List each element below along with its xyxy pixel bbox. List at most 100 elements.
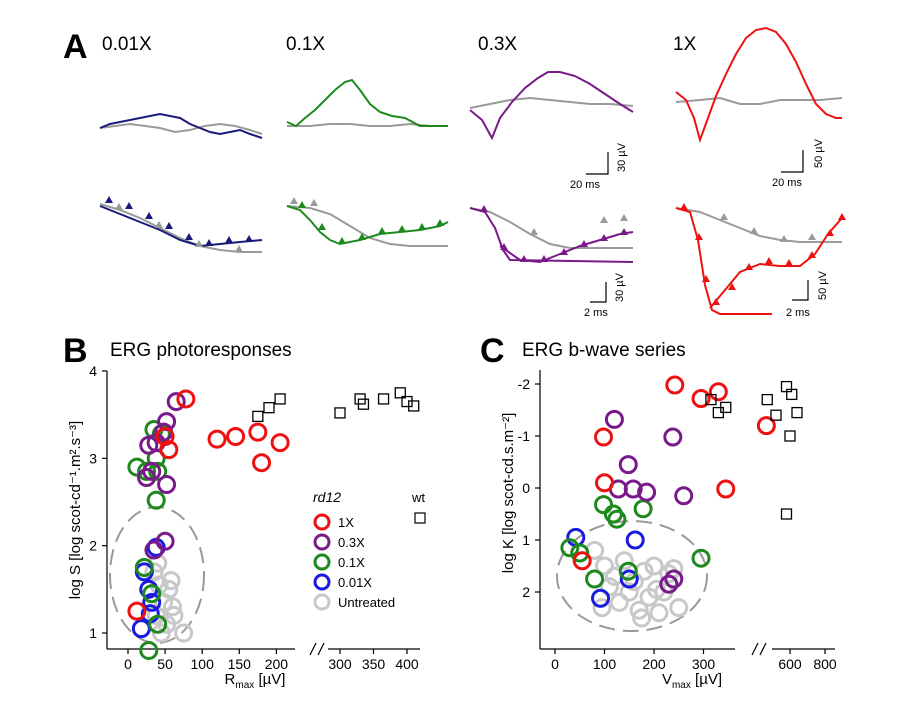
panel-b-title: ERG photoresponses — [110, 340, 292, 361]
c-point-03x — [618, 455, 638, 475]
c-point-untreated — [632, 608, 652, 628]
b-point-wt — [377, 393, 390, 405]
b-point-03x — [137, 468, 157, 488]
legend-marker-001x — [313, 573, 331, 591]
c-point-wt — [720, 401, 732, 414]
b-axis-break — [309, 642, 325, 656]
panel-c-xlabel: Vmax [µV] — [662, 671, 722, 691]
c-point-untreated — [595, 556, 614, 576]
panel-b-ylabel: log S [log scot-cd⁻¹.m².s⁻³] — [67, 421, 84, 599]
b-point-01x — [134, 558, 154, 577]
b-point-wt — [274, 393, 286, 405]
b-point-wt — [334, 407, 346, 419]
c-point-1x — [691, 389, 711, 409]
b-y-tick-label: 3 — [89, 450, 97, 466]
dose-label-03x: 0.3X — [478, 34, 517, 55]
b-x-tick-label: 100 — [191, 656, 215, 672]
legend-group-label: rd12 — [313, 489, 341, 505]
c-point-untreated — [649, 603, 669, 623]
b-point-untreated — [163, 597, 183, 617]
c-y-tick-label: -1 — [518, 428, 531, 444]
b-point-wt — [357, 398, 370, 410]
scale-bar-top-03x: 20 ms 30 µV — [570, 142, 628, 191]
c-x-tick-label: 600 — [778, 656, 802, 672]
c-point-03x — [659, 574, 679, 594]
c-point-03x — [664, 569, 684, 589]
c-point-untreated — [614, 551, 634, 571]
b-x-tick-label: 200 — [265, 656, 289, 672]
b-point-01x — [146, 490, 166, 510]
b-point-1x — [270, 433, 290, 453]
c-y-tick-label: 0 — [522, 480, 530, 496]
c-point-03x — [604, 409, 624, 429]
legend-marker-03x — [313, 533, 331, 551]
b-point-1x — [176, 389, 196, 409]
b-point-wt — [408, 400, 420, 412]
c-point-untreated — [659, 564, 679, 584]
panel-c-title: ERG b-wave series — [522, 340, 686, 361]
dose-label-1x: 1X — [673, 34, 697, 55]
b-point-wt — [394, 387, 406, 399]
b-y-tick-label: 1 — [89, 625, 97, 641]
legend: rd12 wt 1X 0.3X 0.1X 0.01X Untreated — [313, 489, 426, 611]
c-point-1x — [665, 375, 685, 395]
c-point-01x — [585, 569, 605, 589]
trace-bottom-1x — [675, 203, 846, 315]
b-point-03x — [144, 540, 164, 560]
legend-label-01x: 0.1X — [338, 555, 365, 570]
b-x-tick-label: 150 — [228, 656, 252, 672]
c-point-wt — [786, 388, 798, 401]
c-point-001x — [591, 588, 611, 608]
legend-label-1x: 1X — [338, 515, 354, 530]
c-x-tick-label: 100 — [593, 656, 617, 672]
svg-text:20 ms: 20 ms — [570, 179, 600, 191]
b-y-tick-label: 2 — [89, 538, 97, 554]
c-point-001x — [625, 530, 645, 550]
c-point-1x — [716, 479, 736, 499]
legend-label-03x: 0.3X — [338, 535, 365, 550]
trace-top-001x — [99, 112, 263, 139]
plot-b: 0 50 100 150 200 300 350 400 1 2 3 4 — [89, 363, 420, 672]
b-point-1x — [248, 422, 268, 442]
b-x-tick-label: 350 — [362, 656, 386, 672]
b-point-wt — [263, 402, 275, 414]
dose-label-01x: 0.1X — [286, 34, 325, 55]
c-point-1x — [572, 551, 592, 571]
b-point-untreated — [174, 623, 194, 643]
c-point-untreated — [629, 600, 649, 620]
b-x-tick-label: 0 — [124, 656, 132, 672]
b-point-03x — [157, 475, 177, 495]
b-point-1x — [226, 427, 246, 446]
legend-marker-untreated — [313, 593, 331, 611]
b-x-tick-label: 400 — [395, 656, 419, 672]
svg-text:2 ms: 2 ms — [786, 307, 810, 319]
legend-label-untreated: Untreated — [338, 595, 395, 610]
scale-bar-bottom-1x: 2 ms 50 µV — [786, 270, 829, 319]
svg-text:50 µV: 50 µV — [817, 270, 829, 300]
svg-text:50 µV: 50 µV — [813, 138, 825, 168]
c-point-wt — [770, 409, 782, 421]
c-point-01x — [618, 561, 638, 581]
b-y-tick-label: 4 — [89, 363, 97, 379]
c-point-untreated — [599, 577, 619, 597]
panel-c-label: C — [480, 332, 505, 370]
c-point-01x — [607, 509, 627, 529]
c-axis-break — [751, 642, 767, 656]
c-point-untreated — [619, 582, 639, 602]
scale-bar-bottom-03x: 2 ms 30 µV — [584, 272, 626, 319]
b-point-01x — [142, 584, 162, 604]
panel-c-ylabel: log K [log scot-cd.s.m⁻²] — [500, 413, 517, 573]
c-point-wt — [761, 393, 773, 406]
panel-b-label: B — [63, 332, 88, 370]
b-point-untreated — [161, 571, 181, 591]
c-y-tick-label: -2 — [518, 376, 531, 392]
trace-top-01x — [286, 78, 448, 128]
c-point-1x — [708, 382, 728, 402]
c-point-1x — [756, 416, 776, 436]
trace-bottom-03x — [469, 205, 634, 264]
b-point-untreated — [151, 623, 171, 643]
dose-label-001x: 0.01X — [102, 34, 152, 55]
legend-wt-label: wt — [411, 490, 425, 505]
c-cluster-ellipse — [556, 520, 708, 632]
svg-text:20 ms: 20 ms — [772, 177, 802, 189]
